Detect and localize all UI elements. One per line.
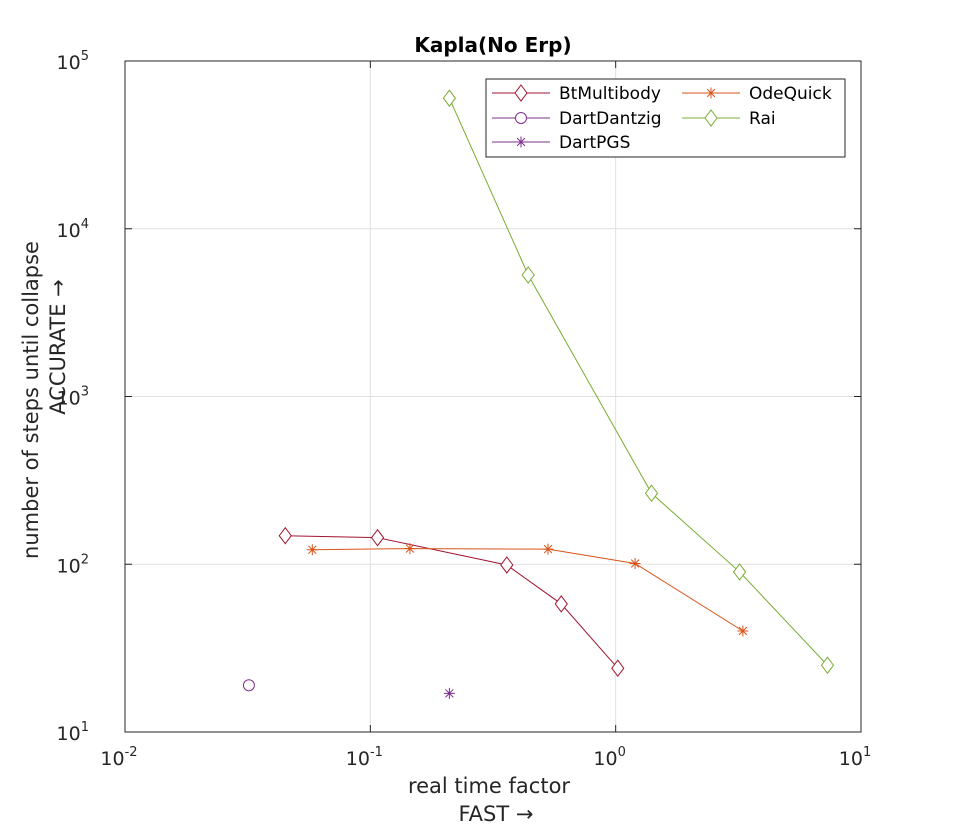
data-point [278, 526, 292, 545]
y-tick-label: 104 [57, 217, 89, 242]
x-axis-sublabel: FAST → [459, 802, 534, 826]
y-axis-label: number of steps until collapse [19, 241, 43, 559]
series-layer [242, 89, 835, 699]
y-tick-label: 103 [57, 385, 89, 410]
data-point [500, 556, 514, 574]
grid [125, 61, 861, 732]
series-dartpgs [443, 687, 455, 699]
y-tick-label: 102 [57, 552, 89, 577]
legend-item-dartpgs: DartPGS [492, 133, 630, 153]
series-btmultibody [278, 526, 625, 678]
data-point [611, 659, 625, 678]
data-point [732, 563, 747, 581]
legend-item-dartdantzig: DartDantzig [492, 109, 662, 129]
legend-swatch-marker [515, 112, 527, 124]
legend-swatch-marker [704, 109, 718, 127]
legend-label: Rai [749, 109, 776, 129]
y-axis-sublabel: ACCURATE → [46, 279, 70, 415]
legend-item-rai: Rai [682, 109, 776, 129]
x-axis-label: real time factor [408, 774, 570, 798]
data-point [644, 484, 659, 503]
legend-swatch-marker [515, 136, 527, 148]
series-odequick [306, 543, 749, 637]
x-tick-label: 10-2 [100, 745, 137, 770]
data-point [521, 266, 535, 284]
data-point [242, 679, 255, 692]
x-tick-label: 10-1 [346, 745, 383, 770]
tick-labels: 10-2 10-1 100 101 101 102 103 104 105 [57, 49, 872, 770]
data-point [306, 544, 318, 556]
legend-item-odequick: OdeQuick [682, 84, 832, 104]
legend-label: DartPGS [559, 133, 630, 153]
data-point [442, 89, 457, 108]
legend-label: OdeQuick [749, 84, 832, 104]
legend-label: BtMultibody [559, 84, 661, 104]
data-point [820, 656, 835, 675]
data-point [443, 687, 455, 699]
series-rai [442, 89, 835, 675]
data-point [542, 543, 554, 555]
legend-item-btmultibody: BtMultibody [492, 84, 661, 104]
data-point [629, 558, 641, 570]
chart-title: Kapla(No Erp) [414, 33, 571, 57]
y-tick-label: 101 [57, 720, 89, 745]
legend-swatch-marker [514, 84, 528, 102]
legend: BtMultibody DartDantzig DartPGS OdeQuick Rai [485, 78, 846, 158]
data-point [404, 543, 416, 555]
legend-swatch-marker [705, 87, 717, 99]
series-dartdantzig [242, 679, 255, 692]
plot-frame [124, 60, 862, 733]
x-tick-label: 100 [593, 745, 625, 770]
legend-label: DartDantzig [559, 109, 662, 129]
data-point [737, 625, 749, 637]
data-point [370, 528, 385, 547]
data-point [554, 595, 568, 613]
y-tick-label: 105 [57, 49, 89, 74]
x-tick-label: 101 [839, 745, 871, 770]
